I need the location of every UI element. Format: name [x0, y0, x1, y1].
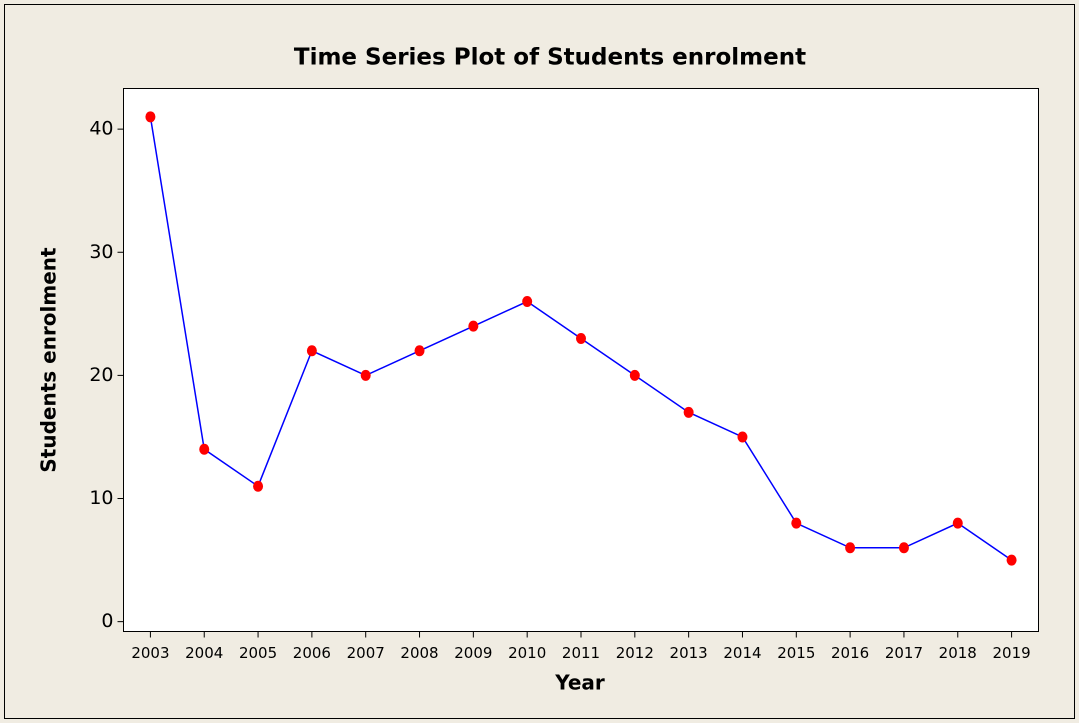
x-tick-label: 2019: [992, 644, 1030, 662]
x-axis-label: Year: [554, 671, 605, 695]
x-tick-label: 2011: [562, 644, 600, 662]
data-point: [306, 345, 317, 357]
data-point: [360, 369, 371, 381]
data-point: [199, 443, 210, 455]
x-tick-label: 2009: [454, 644, 492, 662]
y-tick-label: 0: [101, 610, 113, 632]
data-point: [1006, 554, 1017, 566]
x-tick-label: 2018: [939, 644, 977, 662]
x-tick-label: 2016: [831, 644, 869, 662]
x-tick-label: 2004: [185, 644, 223, 662]
y-axis-label: Students enrolment: [37, 247, 61, 473]
x-tick-label: 2008: [400, 644, 438, 662]
x-tick-label: 2005: [239, 644, 277, 662]
x-tick-label: 2006: [293, 644, 331, 662]
data-point: [845, 542, 856, 554]
chart-title: Time Series Plot of Students enrolment: [294, 45, 806, 71]
data-point: [737, 431, 748, 443]
plot-area: [123, 88, 1039, 632]
data-point: [898, 542, 909, 554]
data-point: [952, 517, 963, 529]
x-tick-label: 2014: [723, 644, 761, 662]
data-point: [522, 296, 533, 308]
data-point: [468, 320, 479, 332]
x-tick-label: 2003: [131, 644, 169, 662]
x-tick-label: 2015: [777, 644, 815, 662]
data-point: [576, 332, 586, 344]
x-tick-label: 2012: [616, 644, 654, 662]
x-tick-label: 2007: [347, 644, 385, 662]
data-point: [253, 480, 264, 492]
x-tick-label: 2010: [508, 644, 546, 662]
y-tick-label: 10: [89, 487, 113, 509]
data-point: [683, 406, 694, 418]
y-tick-label: 20: [89, 364, 113, 386]
x-tick-label: 2013: [670, 644, 708, 662]
data-point: [145, 111, 156, 123]
data-point: [629, 369, 640, 381]
data-point: [414, 345, 425, 357]
y-tick-label: 30: [89, 241, 113, 263]
data-point: [791, 517, 802, 529]
x-tick-label: 2017: [885, 644, 923, 662]
y-tick-label: 40: [89, 118, 113, 140]
